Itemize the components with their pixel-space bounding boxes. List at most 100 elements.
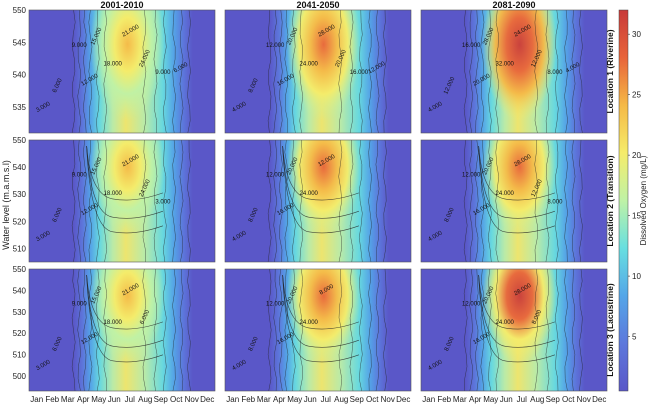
contour-line: [142, 10, 147, 133]
contour-line: [187, 140, 191, 262]
x-tick-label: Nov: [185, 395, 199, 404]
contour-line: [86, 146, 164, 219]
contour-line: [282, 146, 360, 234]
y-tick-label: 535: [13, 103, 27, 112]
contour-line: [358, 140, 363, 262]
contour-line: [267, 269, 272, 391]
contour-line: [162, 140, 167, 262]
contour-line: [282, 275, 360, 330]
contour-line: [153, 10, 158, 133]
x-tick-label: Jun: [108, 395, 121, 404]
y-tick-label: 500: [13, 372, 27, 381]
contour-line: [564, 10, 568, 133]
contour-line: [474, 10, 479, 133]
contour-line: [153, 269, 158, 391]
panel-frame: [224, 139, 412, 263]
contour-line: [480, 269, 485, 391]
column-title: 2001-2010: [100, 0, 143, 10]
contour-line: [383, 10, 387, 133]
contour-line: [358, 269, 363, 391]
contour-line: [375, 10, 380, 133]
contour-line: [284, 140, 289, 262]
contour-line: [349, 10, 354, 133]
contour-line: [495, 10, 500, 133]
contour-label: 8.000: [547, 70, 563, 76]
contour-line: [463, 140, 468, 262]
contour-line: [95, 269, 100, 391]
contour-line: [162, 269, 167, 391]
contour-line: [77, 10, 82, 133]
y-axis-label: Water level (m.a.m.s.l): [1, 160, 11, 250]
contour-line: [545, 140, 550, 262]
x-tick-label: Feb: [241, 395, 255, 404]
do-peak-zone: [90, 10, 165, 121]
contour-line: [88, 10, 93, 133]
contour-line: [571, 10, 576, 133]
contour-line: [478, 275, 556, 363]
contour-line: [96, 10, 100, 133]
panel-frame: [420, 139, 608, 263]
contour-line: [474, 140, 479, 262]
colorbar: [618, 9, 629, 392]
contour-line: [488, 10, 492, 133]
contour-label: 3.000: [155, 199, 171, 205]
contour-label: 16.000: [350, 70, 369, 76]
contour-line: [86, 146, 164, 234]
x-tick-label: Jul: [125, 395, 135, 404]
x-tick-label: Nov: [381, 395, 395, 404]
contour-line: [478, 275, 556, 330]
contour-line: [71, 269, 76, 391]
heatmap-panel: 3.0006.0009.00012.00015.00018.00021.0002…: [28, 139, 216, 263]
contour-line: [480, 10, 485, 133]
panel-frame: [224, 268, 412, 392]
x-tick-label: Oct: [366, 395, 379, 404]
x-tick-label: Dec: [200, 395, 214, 404]
contour-label: 24.000: [300, 61, 319, 67]
contour-label: 12.000: [462, 173, 481, 179]
row-label: Location 1 (Riverine): [605, 29, 615, 113]
row-label: Location 3 (Lacustrine): [605, 283, 615, 377]
contour-line: [349, 269, 354, 391]
y-tick-label: 510: [13, 244, 27, 253]
contour-label: 24.000: [496, 320, 515, 326]
contour-label: 9.000: [72, 43, 88, 49]
contour-line: [86, 275, 164, 330]
contour-line: [187, 269, 191, 391]
contour-line: [162, 10, 167, 133]
colorbar-tick-label: 25: [632, 91, 641, 100]
y-tick-label: 550: [13, 265, 27, 274]
x-tick-label: Aug: [530, 395, 544, 404]
contour-line: [338, 10, 343, 133]
contour-line: [86, 275, 164, 363]
contour-label: 12.000: [462, 302, 481, 308]
contour-line: [469, 269, 474, 391]
contour-line: [172, 140, 176, 262]
x-tick-label: Jan: [422, 395, 435, 404]
x-tick-label: Mar: [453, 395, 467, 404]
heatmap-panel: 4.00012.00016.00020.00028.00032.00024.00…: [420, 9, 608, 134]
contour-line: [284, 269, 289, 391]
do-peak-zone: [482, 269, 557, 363]
contour-line: [579, 10, 583, 133]
contour-line: [82, 269, 87, 391]
x-tick-label: Dec: [592, 395, 606, 404]
contour-line: [103, 269, 108, 391]
y-tick-label: 550: [13, 136, 27, 145]
x-tick-label: Oct: [170, 395, 183, 404]
panel-frame: [224, 9, 412, 134]
contour-line: [278, 140, 283, 262]
contour-line: [103, 140, 108, 262]
contour-line: [273, 10, 278, 133]
x-tick-label: Apr: [273, 395, 286, 404]
y-tick-label: 520: [13, 217, 27, 226]
x-tick-label: Aug: [334, 395, 348, 404]
contour-line: [142, 269, 147, 391]
do-peak-zone: [90, 140, 165, 234]
contour-line: [368, 10, 372, 133]
contour-line: [267, 10, 272, 133]
do-peak-zone: [286, 140, 361, 234]
contour-line: [338, 269, 343, 391]
x-tick-label: Aug: [138, 395, 152, 404]
